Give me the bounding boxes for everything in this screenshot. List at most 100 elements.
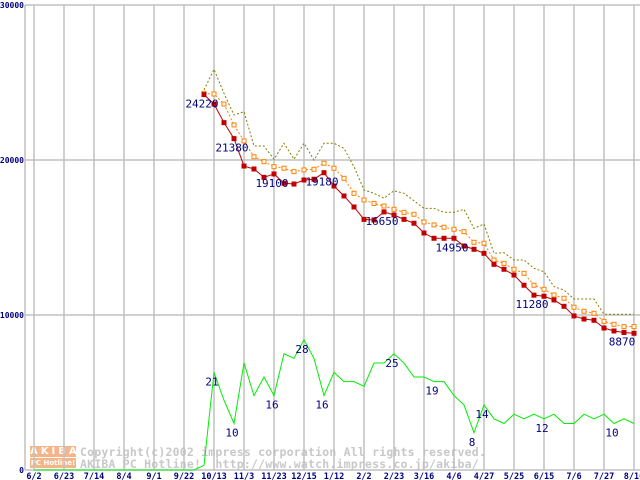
min-price-point bbox=[371, 217, 377, 223]
average-price-point bbox=[391, 206, 397, 212]
average-price-point bbox=[611, 321, 617, 327]
data-label: 8870 bbox=[609, 336, 636, 349]
data-label: 8 bbox=[469, 436, 476, 449]
x-tick-label: 5/25 bbox=[504, 472, 524, 480]
x-tick-label: 1/12 bbox=[324, 472, 344, 480]
akiba-logo-top: AKIBA bbox=[30, 446, 76, 457]
data-label: 21 bbox=[205, 375, 218, 388]
min-price-point bbox=[461, 243, 467, 249]
x-tick-label: 4/27 bbox=[474, 472, 494, 480]
min-price-point bbox=[291, 181, 297, 187]
x-tick-label: 12/15 bbox=[291, 472, 317, 480]
average-price-point bbox=[241, 138, 247, 144]
x-tick-label: 11/3 bbox=[234, 472, 254, 480]
min-price-point bbox=[621, 330, 627, 336]
min-price-point bbox=[501, 266, 507, 272]
min-price-point bbox=[451, 235, 457, 241]
min-price-line bbox=[203, 94, 635, 334]
data-label: 19 bbox=[425, 385, 438, 398]
min-price-point bbox=[551, 297, 557, 303]
x-tick-label: 10/13 bbox=[201, 472, 227, 480]
min-price-point bbox=[421, 230, 427, 236]
min-price-point bbox=[281, 180, 287, 186]
data-label: 11280 bbox=[515, 298, 548, 311]
x-tick-label: 6/15 bbox=[534, 472, 554, 480]
min-price-point bbox=[381, 209, 387, 215]
average-price-point bbox=[541, 286, 547, 292]
average-price-line bbox=[203, 92, 634, 328]
x-tick-label: 8/4 bbox=[116, 472, 131, 480]
average-price-point bbox=[601, 318, 607, 324]
min-price-point bbox=[221, 120, 227, 126]
min-price-point bbox=[331, 183, 337, 189]
data-label: 19180 bbox=[305, 176, 338, 189]
average-price-point bbox=[291, 169, 297, 175]
average-price-point bbox=[451, 226, 457, 232]
average-price-point bbox=[431, 222, 437, 228]
x-tick-label: 6/23 bbox=[54, 472, 74, 480]
average-price-point bbox=[371, 200, 377, 206]
average-price-point bbox=[631, 324, 637, 330]
data-label: 14 bbox=[475, 408, 489, 421]
series-max-price bbox=[203, 68, 634, 315]
min-price-point bbox=[631, 330, 637, 336]
average-price-point bbox=[511, 266, 517, 272]
min-price-point bbox=[521, 282, 527, 288]
average-price-point bbox=[471, 239, 477, 245]
average-price-point bbox=[261, 159, 267, 165]
x-tick-label: 7/27 bbox=[594, 472, 614, 480]
y-tick-label: 30000 bbox=[0, 1, 24, 10]
average-price-point bbox=[481, 240, 487, 246]
x-tick-label: 9/22 bbox=[174, 472, 194, 480]
site-watermark: AKIBA PC Hotline! http://www.watch.impre… bbox=[80, 457, 479, 471]
average-price-point bbox=[591, 310, 597, 316]
data-label: 19100 bbox=[255, 177, 288, 190]
average-price-point bbox=[461, 229, 467, 235]
average-price-point bbox=[221, 101, 227, 107]
y-tick-label: 0 bbox=[19, 466, 24, 475]
average-price-point bbox=[271, 164, 277, 170]
data-label: 16 bbox=[265, 399, 278, 412]
data-label: 10 bbox=[605, 427, 618, 440]
min-price-point bbox=[561, 303, 567, 309]
min-price-point bbox=[541, 293, 547, 299]
data-label: 28 bbox=[295, 343, 308, 356]
average-price-point bbox=[281, 165, 287, 171]
series-average-price bbox=[201, 90, 637, 330]
min-price-point bbox=[481, 250, 487, 256]
average-price-point bbox=[581, 308, 587, 314]
average-price-point bbox=[621, 324, 627, 330]
data-label: 24220 bbox=[185, 98, 218, 111]
shop-count-line bbox=[34, 338, 635, 471]
data-label: 21380 bbox=[215, 142, 248, 155]
average-price-point bbox=[251, 154, 257, 160]
akiba-logo-bottom: PC Hotline! bbox=[30, 458, 76, 468]
x-tick-label: 8/16 bbox=[624, 472, 640, 480]
average-price-point bbox=[351, 190, 357, 196]
min-price-point bbox=[261, 174, 267, 180]
average-price-point bbox=[401, 209, 407, 215]
min-price-point bbox=[361, 216, 367, 222]
x-tick-label: 9/1 bbox=[146, 472, 161, 480]
average-price-point bbox=[321, 160, 327, 166]
average-price-point bbox=[551, 292, 557, 298]
y-tick-label: 10000 bbox=[0, 311, 24, 320]
data-label: 16650 bbox=[365, 215, 398, 228]
data-label: 14950 bbox=[435, 241, 468, 254]
x-tick-label: 7/6 bbox=[566, 472, 581, 480]
min-price-point bbox=[431, 235, 437, 241]
min-price-point bbox=[271, 171, 277, 177]
average-price-point bbox=[311, 166, 317, 172]
min-price-point bbox=[351, 204, 357, 210]
average-price-point bbox=[341, 175, 347, 181]
average-price-point bbox=[441, 224, 447, 230]
min-price-point bbox=[341, 193, 347, 199]
average-price-point bbox=[331, 165, 337, 171]
series-shop-count bbox=[34, 338, 635, 471]
min-price-point bbox=[201, 92, 207, 98]
min-price-point bbox=[601, 325, 607, 331]
min-price-point bbox=[231, 136, 237, 142]
data-label: 10 bbox=[225, 427, 238, 440]
